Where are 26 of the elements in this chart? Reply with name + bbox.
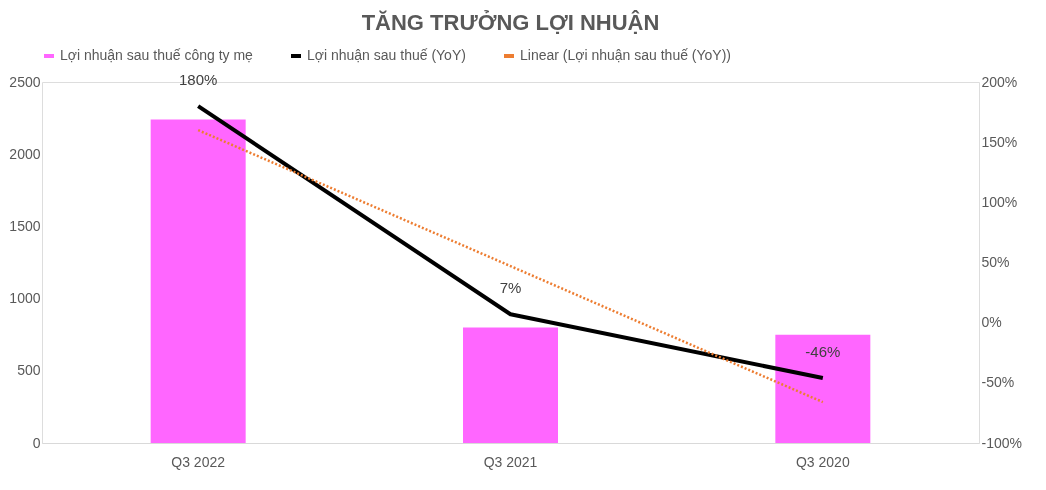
x-tick-label: Q3 2020 bbox=[795, 453, 850, 470]
y-tick-label: 1000 bbox=[9, 290, 41, 307]
bar bbox=[150, 119, 246, 443]
y2-tick-label: -50% bbox=[981, 374, 1015, 391]
x-tick-label: Q3 2022 bbox=[171, 453, 226, 470]
chart-title: TĂNG TRƯỞNG LỢI NHUẬN bbox=[361, 10, 660, 35]
data-label: 180% bbox=[178, 71, 218, 89]
bar bbox=[775, 334, 871, 443]
y2-tick-label: -100% bbox=[981, 434, 1022, 451]
y-tick-label: 0 bbox=[32, 434, 41, 451]
legend-label: Linear (Lợi nhuận sau thuế (YoY)) bbox=[520, 47, 732, 63]
legend-label: Lợi nhuận sau thuế (YoY) bbox=[307, 47, 466, 63]
y2-tick-label: 150% bbox=[981, 133, 1018, 150]
data-label: 7% bbox=[499, 279, 522, 297]
y-tick-label: 500 bbox=[17, 362, 41, 379]
data-label: -46% bbox=[805, 343, 841, 361]
y2-tick-label: 100% bbox=[981, 193, 1018, 210]
y-tick-label: 1500 bbox=[9, 217, 41, 234]
legend-label: Lợi nhuận sau thuế công ty mẹ bbox=[60, 47, 254, 63]
x-tick-label: Q3 2021 bbox=[483, 453, 538, 470]
bar bbox=[463, 327, 558, 443]
y2-tick-label: 0% bbox=[981, 314, 1002, 331]
y2-tick-label: 50% bbox=[981, 254, 1010, 270]
y-tick-label: 2500 bbox=[9, 73, 41, 90]
y2-tick-label: 200% bbox=[981, 73, 1018, 90]
y-tick-label: 2000 bbox=[9, 145, 41, 162]
